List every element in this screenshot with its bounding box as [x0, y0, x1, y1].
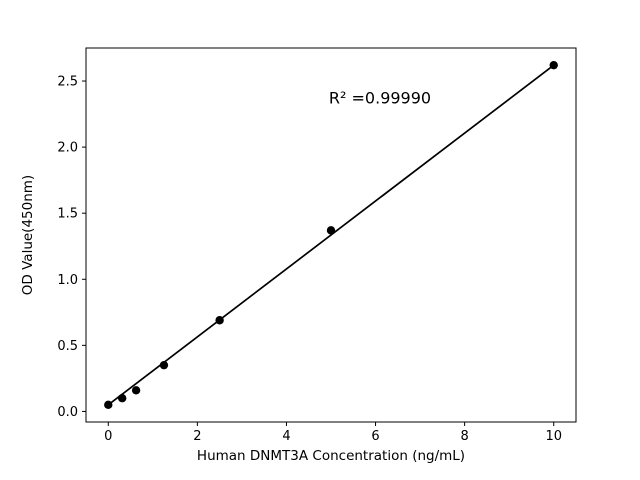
x-tick-label: 0 [104, 429, 112, 444]
y-tick-label: 0.0 [57, 405, 78, 420]
y-axis-label: OD Value(450nm) [20, 175, 36, 295]
fit-line [107, 64, 555, 406]
data-point [159, 360, 169, 370]
data-point [326, 226, 336, 235]
x-tick-label: 4 [282, 429, 290, 444]
r-squared-annotation: R² =0.99990 [329, 89, 431, 108]
plot-border [85, 47, 577, 423]
y-tick-label: 2.5 [57, 75, 78, 90]
y-tick-label: 2.0 [57, 141, 78, 156]
y-tick-label: 0.5 [57, 339, 78, 354]
x-tick-label: 2 [193, 429, 201, 444]
data-point [117, 394, 127, 403]
data-point [215, 316, 224, 325]
data-point [104, 400, 113, 410]
x-tick-label: 6 [371, 429, 379, 444]
x-tick-label: 8 [460, 429, 468, 444]
y-tick-label: 1.5 [57, 207, 78, 222]
x-axis-label: Human DNMT3A Concentration (ng/mL) [197, 448, 465, 464]
data-point [131, 386, 141, 395]
x-tick-label: 10 [545, 429, 562, 444]
y-tick-label: 1.0 [57, 273, 78, 288]
data-point [549, 60, 558, 70]
